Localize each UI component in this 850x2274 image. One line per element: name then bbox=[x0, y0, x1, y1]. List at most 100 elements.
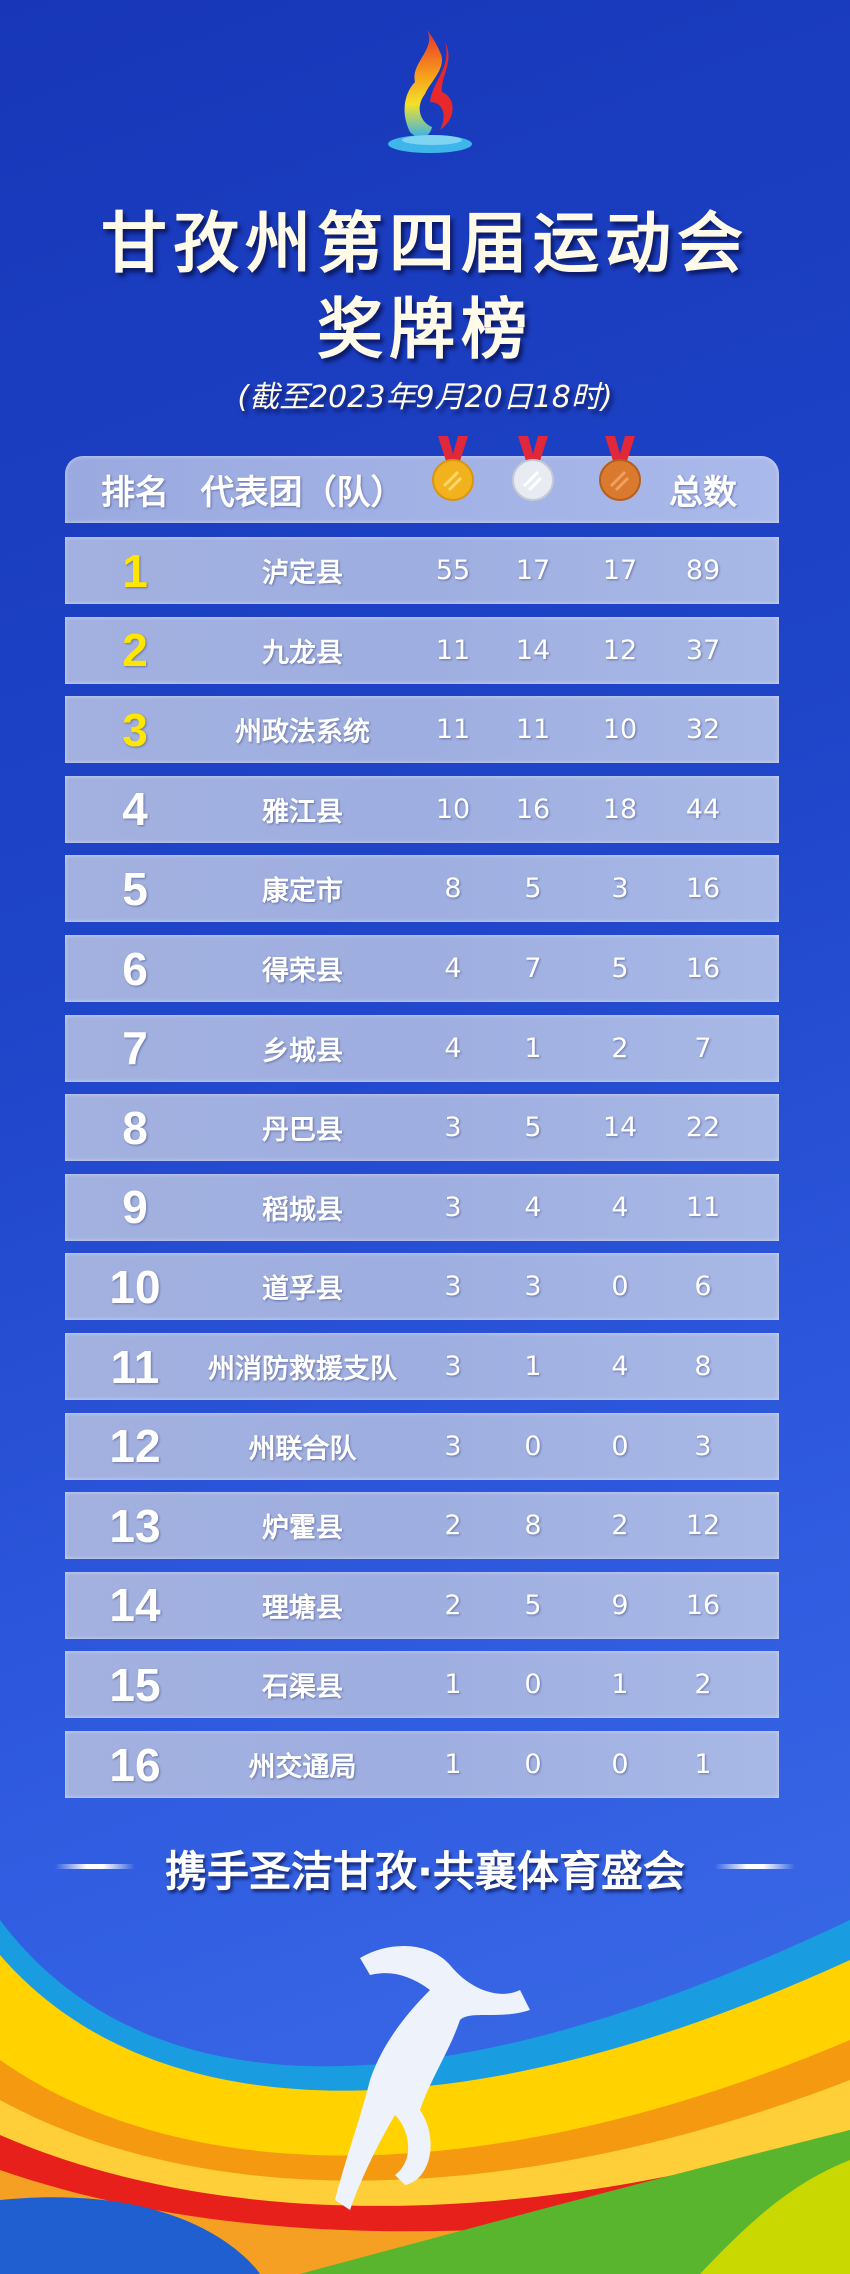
gold-count: 4 bbox=[444, 953, 462, 984]
rank-cell: 1 bbox=[122, 544, 148, 597]
silver-count: 0 bbox=[524, 1430, 542, 1462]
bronze-count: 2 bbox=[611, 1032, 629, 1064]
bronze-count: 1 bbox=[611, 1669, 629, 1701]
bronze-count: 17 bbox=[602, 555, 638, 586]
bronze-count: 12 bbox=[602, 634, 638, 666]
table-row: 2 九龙县 11 14 12 37 bbox=[65, 616, 779, 684]
table-row: 10 道孚县 3 3 0 6 bbox=[65, 1253, 779, 1321]
total-count: 44 bbox=[685, 793, 721, 825]
slogan-divider-right bbox=[715, 1864, 795, 1869]
gold-count: 10 bbox=[435, 793, 471, 825]
team-cell: 泸定县 bbox=[262, 558, 343, 589]
silver-count: 4 bbox=[524, 1191, 542, 1223]
total-count: 6 bbox=[694, 1271, 712, 1303]
bronze-count: 0 bbox=[611, 1749, 629, 1780]
bronze-count: 18 bbox=[602, 793, 638, 825]
table-row: 7 乡城县 4 1 2 7 bbox=[65, 1014, 779, 1082]
rank-cell: 9 bbox=[122, 1181, 148, 1234]
page-title: 甘孜州第四届运动会 bbox=[101, 205, 749, 282]
total-count: 8 bbox=[694, 1351, 712, 1382]
bronze-header bbox=[580, 436, 660, 523]
total-count: 89 bbox=[685, 555, 721, 586]
gold-count: 11 bbox=[435, 634, 471, 666]
bronze-count: 4 bbox=[611, 1191, 629, 1223]
silver-count: 1 bbox=[524, 1032, 542, 1064]
bronze-count: 0 bbox=[611, 1271, 629, 1303]
gold-header bbox=[413, 436, 493, 523]
silver-count: 8 bbox=[524, 1510, 542, 1542]
team-cell: 丹巴县 bbox=[262, 1115, 343, 1147]
page-title-line2: 奖牌榜 bbox=[317, 291, 533, 368]
total-count: 32 bbox=[685, 714, 721, 746]
rank-cell: 10 bbox=[109, 1260, 161, 1313]
bronze-count: 2 bbox=[611, 1510, 629, 1542]
team-cell: 炉霍县 bbox=[262, 1513, 343, 1545]
team-cell: 雅江县 bbox=[262, 796, 343, 828]
rank-cell: 8 bbox=[122, 1101, 148, 1154]
table-row: 6 得荣县 4 7 5 16 bbox=[65, 935, 779, 1002]
table-row: 15 石渠县 1 0 1 2 bbox=[65, 1651, 779, 1719]
timestamp-subtitle: (截至2023年9月20日18时) bbox=[237, 380, 613, 415]
team-cell: 石渠县 bbox=[262, 1672, 343, 1704]
rank-cell: 11 bbox=[110, 1340, 160, 1393]
team-header: 代表团（队） bbox=[200, 473, 405, 513]
total-count: 22 bbox=[685, 1112, 721, 1144]
gold-count: 8 bbox=[444, 873, 462, 905]
total-count: 1 bbox=[694, 1749, 712, 1780]
table-row: 3 州政法系统 11 11 10 32 bbox=[65, 696, 779, 764]
team-cell: 康定市 bbox=[262, 876, 343, 908]
silver-count: 5 bbox=[524, 1112, 542, 1144]
table-row: 13 炉霍县 2 8 2 12 bbox=[65, 1492, 779, 1560]
bronze-count: 10 bbox=[602, 714, 638, 746]
silver-count: 11 bbox=[515, 714, 551, 746]
table-row: 5 康定市 8 5 3 16 bbox=[65, 855, 779, 923]
gold-count: 1 bbox=[444, 1749, 462, 1780]
silver-count: 5 bbox=[524, 1589, 542, 1621]
team-cell: 州交通局 bbox=[248, 1752, 357, 1783]
table-row: 8 丹巴县 3 5 14 22 bbox=[65, 1094, 779, 1162]
rank-cell: 16 bbox=[109, 1738, 161, 1791]
rank-cell: 13 bbox=[109, 1499, 161, 1552]
team-cell: 州联合队 bbox=[248, 1433, 357, 1465]
total-count: 16 bbox=[685, 1589, 721, 1621]
rank-cell: 3 bbox=[122, 703, 148, 756]
rank-cell: 2 bbox=[122, 624, 148, 677]
bronze-count: 5 bbox=[611, 953, 629, 984]
gold-count: 11 bbox=[435, 714, 471, 746]
gold-count: 3 bbox=[444, 1351, 462, 1382]
table-row: 14 理塘县 2 5 9 16 bbox=[65, 1571, 779, 1639]
rank-cell: 12 bbox=[109, 1420, 161, 1473]
silver-medal-icon bbox=[512, 436, 554, 501]
gold-count: 3 bbox=[444, 1271, 462, 1303]
gold-count: 3 bbox=[444, 1430, 462, 1462]
gold-medal-icon bbox=[432, 436, 474, 501]
table-row: 11 州消防救援支队 3 1 4 8 bbox=[65, 1333, 779, 1400]
silver-count: 17 bbox=[515, 555, 551, 586]
gold-count: 55 bbox=[435, 555, 471, 586]
total-count: 16 bbox=[685, 873, 721, 905]
bronze-count: 14 bbox=[602, 1112, 638, 1144]
bronze-count: 0 bbox=[611, 1430, 629, 1462]
silver-count: 0 bbox=[524, 1749, 542, 1780]
team-cell: 稻城县 bbox=[262, 1194, 343, 1226]
team-cell: 州消防救援支队 bbox=[208, 1354, 397, 1385]
table-row: 12 州联合队 3 0 0 3 bbox=[65, 1412, 779, 1480]
rank-header: 排名 bbox=[101, 474, 169, 512]
rank-cell: 14 bbox=[109, 1579, 161, 1632]
total-count: 12 bbox=[685, 1510, 721, 1542]
rank-cell: 4 bbox=[122, 783, 148, 836]
table-row: 16 州交通局 1 0 0 1 bbox=[65, 1731, 779, 1798]
total-count: 37 bbox=[685, 634, 721, 666]
rank-cell: 6 bbox=[122, 942, 148, 995]
table-row: 1 泸定县 55 17 17 89 bbox=[65, 537, 779, 604]
gold-count: 3 bbox=[444, 1112, 462, 1144]
team-cell: 得荣县 bbox=[262, 956, 343, 987]
gold-count: 4 bbox=[444, 1032, 462, 1064]
silver-header bbox=[493, 436, 573, 523]
total-header: 总数 bbox=[669, 473, 737, 513]
bronze-count: 3 bbox=[611, 873, 629, 905]
total-count: 11 bbox=[685, 1191, 721, 1223]
total-count: 16 bbox=[685, 953, 721, 984]
bronze-count: 9 bbox=[611, 1589, 629, 1621]
gold-count: 2 bbox=[444, 1589, 462, 1621]
